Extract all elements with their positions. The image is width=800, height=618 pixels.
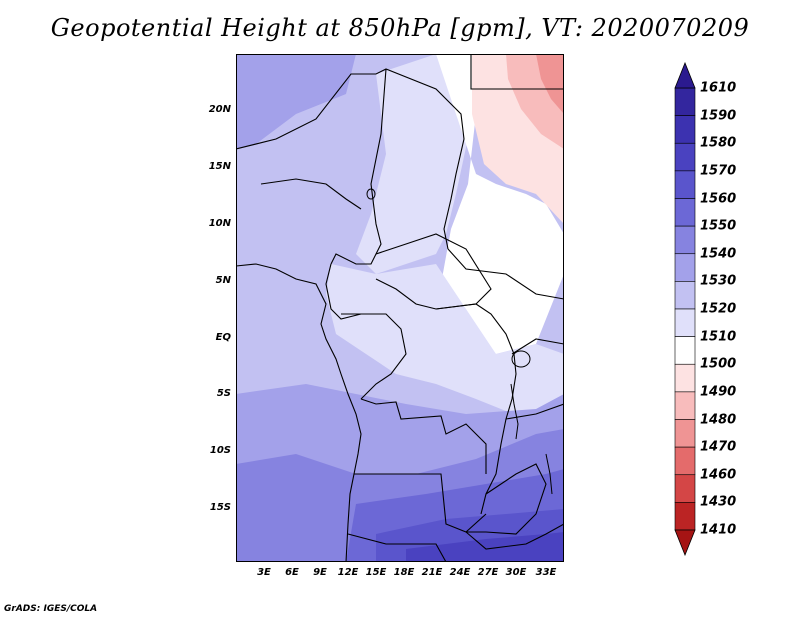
- boundary-niger-nigeria: [260, 178, 362, 210]
- colorbar-label: 1410: [700, 522, 737, 538]
- map-svg: [236, 54, 564, 562]
- chart-title: Geopotential Height at 850hPa [gpm], VT:…: [50, 14, 750, 42]
- colorbar-label: 1590: [700, 108, 737, 124]
- x-tick-label: 12E: [337, 567, 359, 578]
- colorbar-label: 1460: [700, 467, 737, 483]
- x-tick-label: 27E: [477, 567, 499, 578]
- colorbar-label: 1580: [700, 135, 737, 151]
- colorbar-label: 1560: [700, 191, 737, 206]
- boundary-car: [375, 233, 492, 310]
- lake-chad: [366, 188, 376, 200]
- boundary-zimbabwe: [465, 523, 564, 550]
- lake-victoria: [511, 350, 531, 368]
- boundary-libya-sudan: [470, 54, 564, 90]
- boundaries: [236, 54, 564, 562]
- x-tick-label: 30E: [505, 567, 527, 578]
- colorbar-segment: [674, 225, 696, 255]
- y-tick-label: 5N: [215, 275, 231, 286]
- contour-region-light-center: [326, 264, 564, 419]
- colorbar-segment: [674, 363, 696, 393]
- map-plot-area: [236, 54, 564, 562]
- boundary-tanzania: [505, 403, 564, 420]
- lakes: [366, 188, 553, 495]
- contour-region-white: [436, 54, 564, 354]
- x-tick-label: 9E: [313, 567, 327, 578]
- x-tick-label: 18E: [393, 567, 415, 578]
- colorbar-label: 1570: [700, 163, 737, 179]
- colorbar-segment: [674, 419, 696, 448]
- x-tick-label: 6E: [285, 567, 299, 578]
- x-tick-label: 24E: [449, 567, 471, 578]
- colorbar: [674, 62, 696, 556]
- contour-region-nw: [236, 54, 356, 149]
- colorbar-label: 1470: [700, 439, 737, 455]
- boundary-cameroon: [325, 263, 362, 320]
- grads-credit: GrADS: IGES/COLA: [4, 604, 98, 614]
- colorbar-segment: [674, 474, 696, 503]
- colorbar-segment: [674, 198, 696, 227]
- colorbar-label: 1520: [700, 301, 737, 317]
- colorbar-label: 1430: [700, 494, 737, 510]
- contour-region-pink-deeper: [536, 54, 564, 114]
- y-tick-label: 15S: [209, 502, 231, 513]
- map-border: [236, 54, 564, 562]
- boundary-drc-south: [360, 398, 487, 474]
- lake-malawi: [545, 453, 553, 495]
- colorbar-segment: [674, 170, 696, 199]
- colorbar-segment: [674, 336, 696, 365]
- colorbar-label: 1490: [700, 384, 737, 400]
- colorbar-label: 1480: [700, 412, 737, 427]
- colorbar-segment: [674, 87, 696, 116]
- boundary-drc-east: [435, 303, 517, 515]
- boundary-chad: [330, 68, 387, 265]
- colorbar-label: 1540: [700, 246, 737, 262]
- x-tick-label: 33E: [535, 567, 557, 578]
- y-tick-label: 10N: [208, 218, 231, 229]
- y-tick-label: 20N: [208, 104, 231, 115]
- colorbar-segment: [674, 253, 696, 282]
- y-tick-label: 5S: [216, 388, 231, 399]
- boundary-congo: [341, 313, 407, 400]
- colorbar-label: 1610: [700, 80, 737, 96]
- colorbar-segment: [674, 502, 696, 531]
- colorbar-bottom-arrow: [674, 529, 696, 556]
- boundary-east-africa: [511, 338, 564, 355]
- boundary-zambia: [466, 463, 547, 535]
- boundary-sudan-ss: [447, 248, 564, 300]
- colorbar-segment: [674, 142, 696, 172]
- colorbar-segment: [674, 115, 696, 144]
- colorbar-segment: [674, 391, 696, 420]
- y-tick-label: 15N: [208, 161, 231, 172]
- lake-tanganyika: [510, 383, 519, 440]
- colorbar-segments: [674, 87, 696, 531]
- colorbar-segment: [674, 308, 696, 337]
- colorbar-label: 1510: [700, 329, 737, 345]
- x-tick-label: 21E: [421, 567, 443, 578]
- colorbar-segment: [674, 446, 696, 476]
- colorbar-label: 1530: [700, 273, 737, 289]
- contour-region-s4: [406, 532, 564, 562]
- x-tick-label: 15E: [365, 567, 387, 578]
- x-tick-label: 3E: [257, 567, 271, 578]
- colorbar-label: 1550: [700, 218, 737, 234]
- coastline-west: [236, 263, 362, 562]
- colorbar-label: 1500: [700, 356, 737, 372]
- y-tick-label: EQ: [215, 332, 231, 343]
- colorbar-segment: [674, 281, 696, 310]
- boundary-namibia: [347, 533, 447, 562]
- y-tick-label: 10S: [209, 445, 231, 456]
- colorbar-top-arrow: [674, 62, 696, 89]
- boundary-north: [236, 68, 465, 250]
